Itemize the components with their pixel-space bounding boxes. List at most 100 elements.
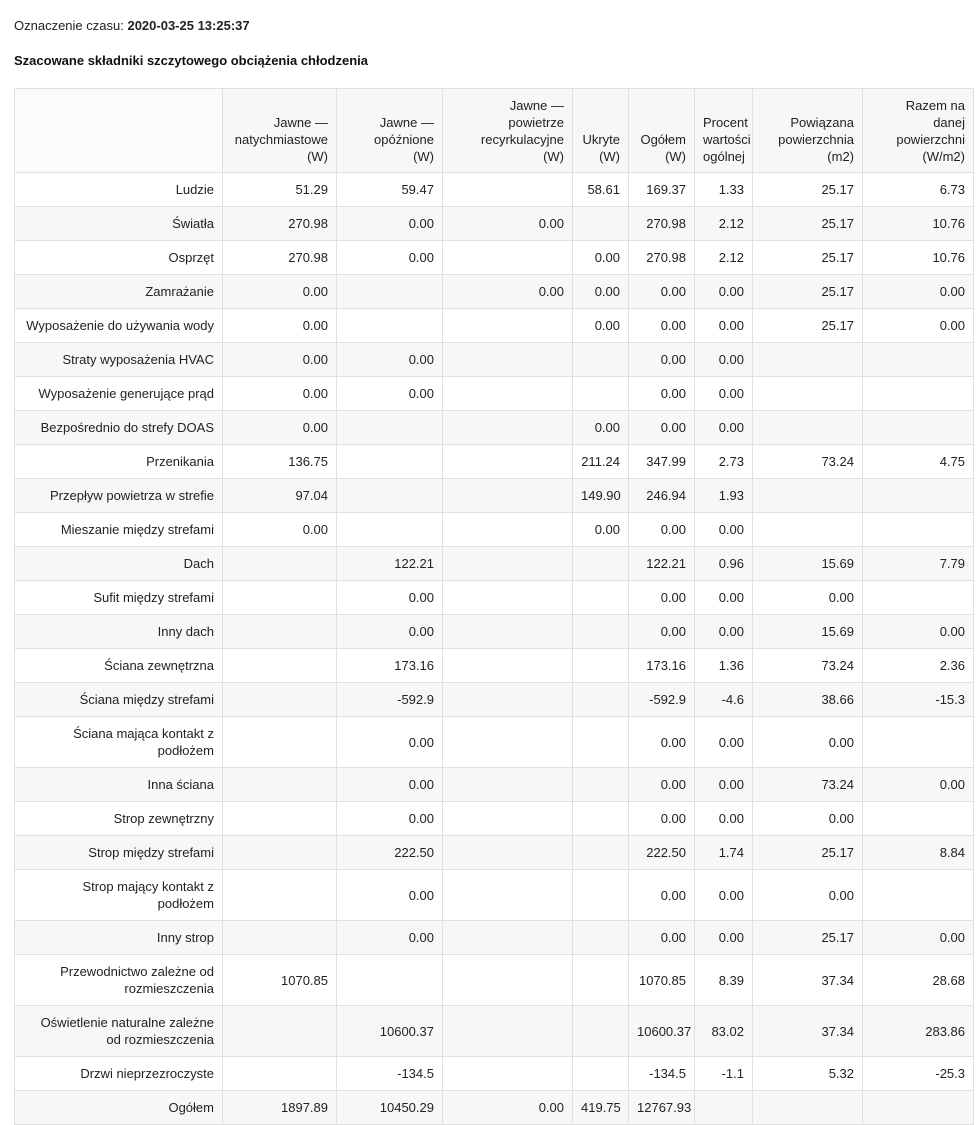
column-header-5: Ogółem (W) [628,88,695,173]
table-cell [336,954,443,1006]
table-row: Ściana między strefami -592.9 -592.9 -4.6 38… [14,682,974,717]
table-row: Osprzęt 270.98 0.00 0.00 270.98 2.12 25.17 10.7… [14,240,974,275]
timestamp-value: 2020-03-25 13:25:37 [127,18,250,33]
table-cell [862,716,974,768]
table-cell [336,444,443,479]
table-cell [442,376,573,411]
table-cell: 270.98 [628,206,695,241]
table-cell [442,920,573,955]
row-label: Przenikania [14,444,223,479]
table-cell: 270.98 [222,206,337,241]
table-cell [442,512,573,547]
table-cell [862,478,974,513]
table-cell [442,410,573,445]
table-cell [572,614,629,649]
column-header-line: Ukryte [582,132,620,147]
table-row: Strop zewnętrzny 0.00 0.00 0.00 0.00 [14,801,974,836]
table-cell: 0.00 [694,376,753,411]
table-cell [862,342,974,377]
table-cell: 0.00 [628,376,695,411]
row-label: Inny strop [14,920,223,955]
table-cell [572,920,629,955]
table-cell: 0.00 [222,410,337,445]
column-header-line: Procent [703,115,748,130]
table-cell [752,410,863,445]
row-label: Inny dach [14,614,223,649]
table-cell: -592.9 [336,682,443,717]
timestamp-label: Oznaczenie czasu: [14,18,124,33]
table-cell: 419.75 [572,1090,629,1125]
table-cell: 136.75 [222,444,337,479]
table-cell [222,682,337,717]
table-cell: 211.24 [572,444,629,479]
table-row: Ogółem 1897.89 10450.29 0.00 419.75 12767.93 [14,1090,974,1125]
table-cell: 246.94 [628,478,695,513]
table-cell: 0.00 [336,342,443,377]
table-cell: 28.68 [862,954,974,1006]
table-cell: 25.17 [752,920,863,955]
table-cell: 0.00 [628,716,695,768]
table-cell [572,767,629,802]
column-header-line: recyrkulacyjne [480,132,564,147]
table-cell: 173.16 [336,648,443,683]
table-cell [862,1090,974,1125]
table-cell [862,801,974,836]
table-body: Ludzie 51.29 59.47 58.61 169.37 1.33 25.17 6.73… [14,172,974,1125]
table-cell [442,342,573,377]
table-cell [442,954,573,1006]
row-label: Wyposażenie generujące prąd [14,376,223,411]
table-cell [222,580,337,615]
table-cell [442,614,573,649]
table-row: Ludzie 51.29 59.47 58.61 169.37 1.33 25.17 6.73 [14,172,974,207]
table-cell [572,1056,629,1091]
table-cell: 0.00 [628,274,695,309]
table-cell: 10450.29 [336,1090,443,1125]
table-cell: 0.00 [628,920,695,955]
table-cell: -1.1 [694,1056,753,1091]
table-cell: 1.33 [694,172,753,207]
table-cell [442,172,573,207]
row-label: Ściana zewnętrzna [14,648,223,683]
table-cell: 2.73 [694,444,753,479]
table-cell: 122.21 [336,546,443,581]
row-label: Osprzęt [14,240,223,275]
column-header-line: Razem na danej [905,98,965,130]
table-cell: 0.00 [222,512,337,547]
table-cell: 0.00 [572,240,629,275]
table-cell: 73.24 [752,767,863,802]
column-header-corner [14,88,223,173]
table-cell [442,767,573,802]
table-cell: 0.00 [694,767,753,802]
table-cell [336,478,443,513]
table-cell [222,1005,337,1057]
table-cell: 1070.85 [628,954,695,1006]
column-header-line: (W/m2) [922,149,965,164]
table-row: Przewodnictwo zależne od rozmieszczenia 1… [14,954,974,1006]
table-cell: 0.00 [752,580,863,615]
table-cell [572,801,629,836]
table-cell: 8.39 [694,954,753,1006]
row-label: Zamrażanie [14,274,223,309]
row-label: Mieszanie między strefami [14,512,223,547]
column-header-line: Ogółem [640,132,686,147]
table-cell: -4.6 [694,682,753,717]
table-cell [752,376,863,411]
table-cell [442,240,573,275]
table-cell [572,376,629,411]
table-cell [442,1005,573,1057]
table-cell: -15.3 [862,682,974,717]
table-row: Dach 122.21 122.21 0.96 15.69 7.79 [14,546,974,581]
table-cell [336,512,443,547]
table-cell [572,716,629,768]
table-cell [752,478,863,513]
table-cell: 0.00 [442,274,573,309]
table-cell: 10.76 [862,240,974,275]
table-cell: 15.69 [752,546,863,581]
table-cell: 0.00 [694,614,753,649]
table-cell: 59.47 [336,172,443,207]
row-label: Dach [14,546,223,581]
table-cell [572,648,629,683]
table-cell: 7.79 [862,546,974,581]
table-cell: 0.00 [752,869,863,921]
table-cell: 0.00 [694,274,753,309]
